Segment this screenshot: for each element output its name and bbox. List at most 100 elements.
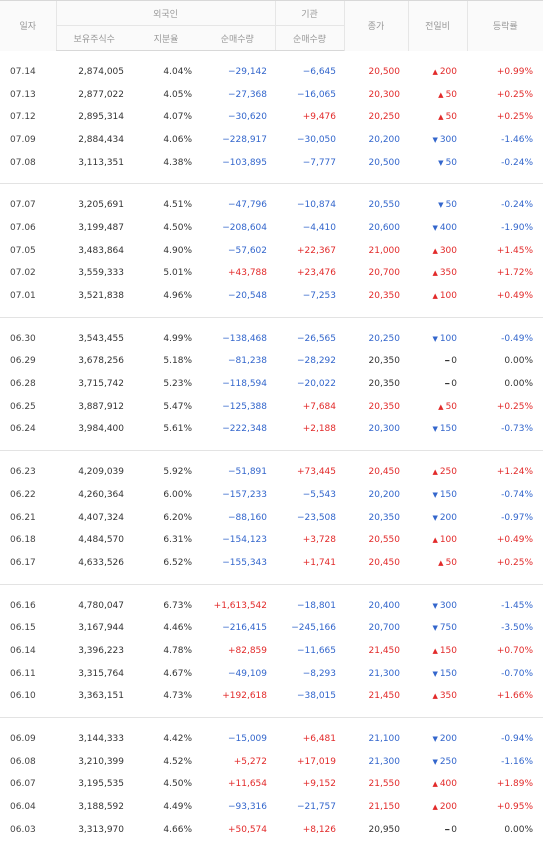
- row-date: 06.22: [0, 484, 56, 507]
- row-share: 5.01%: [132, 262, 200, 285]
- row-inst-net: −21,757: [275, 796, 344, 819]
- up-triangle-icon: ▲: [438, 559, 443, 567]
- row-rate: +1.66%: [467, 685, 543, 708]
- row-rate: -1.90%: [467, 217, 543, 240]
- row-close: 21,000: [344, 239, 408, 262]
- row-diff-value: 50: [446, 558, 457, 568]
- row-date: 07.02: [0, 262, 56, 285]
- row-close: 21,300: [344, 750, 408, 773]
- row-diff-value: 200: [440, 802, 457, 812]
- row-diff: ━0: [408, 350, 467, 373]
- row-inst-net: +7,684: [275, 395, 344, 418]
- row-foreign-net: −103,895: [200, 151, 275, 174]
- row-share: 5.23%: [132, 373, 200, 396]
- row-diff-value: 150: [440, 669, 457, 679]
- row-share: 5.92%: [132, 461, 200, 484]
- row-close: 20,250: [344, 327, 408, 350]
- row-rate: -1.46%: [467, 129, 543, 152]
- row-share: 4.99%: [132, 327, 200, 350]
- up-triangle-icon: ▲: [438, 113, 443, 121]
- row-foreign-net: −88,160: [200, 506, 275, 529]
- row-inst-net: −26,565: [275, 327, 344, 350]
- row-inst-net: +23,476: [275, 262, 344, 285]
- row-diff: ▼300: [408, 594, 467, 617]
- row-diff: ▲50: [408, 106, 467, 129]
- row-diff-value: 750: [440, 623, 457, 633]
- row-close: 20,200: [344, 484, 408, 507]
- row-date: 07.06: [0, 217, 56, 240]
- row-date: 06.17: [0, 552, 56, 575]
- row-inst-net: −6,645: [275, 61, 344, 84]
- row-close: 20,350: [344, 373, 408, 396]
- row-diff: ━0: [408, 373, 467, 396]
- row-share: 4.04%: [132, 61, 200, 84]
- row-share: 4.46%: [132, 617, 200, 640]
- row-diff: ▼100: [408, 327, 467, 350]
- row-diff-value: 200: [440, 734, 457, 744]
- row-share: 6.52%: [132, 552, 200, 575]
- row-inst-net: −20,022: [275, 373, 344, 396]
- row-close: 20,700: [344, 617, 408, 640]
- row-foreign-net: −155,343: [200, 552, 275, 575]
- row-date: 06.29: [0, 350, 56, 373]
- row-holdings: 3,715,742: [56, 373, 132, 396]
- row-share: 6.00%: [132, 484, 200, 507]
- row-diff: ▼200: [408, 728, 467, 751]
- row-close: 20,250: [344, 106, 408, 129]
- row-inst-net: −28,292: [275, 350, 344, 373]
- row-foreign-net: −157,233: [200, 484, 275, 507]
- row-close: 20,400: [344, 594, 408, 617]
- row-diff-value: 0: [451, 825, 457, 835]
- row-holdings: 3,195,535: [56, 773, 132, 796]
- row-rate: -1.45%: [467, 594, 543, 617]
- row-diff-value: 0: [451, 356, 457, 366]
- row-diff-value: 100: [440, 334, 457, 344]
- row-rate: -0.97%: [467, 506, 543, 529]
- row-inst-net: −245,166: [275, 617, 344, 640]
- row-share: 4.50%: [132, 217, 200, 240]
- row-close: 21,100: [344, 728, 408, 751]
- row-share: 6.20%: [132, 506, 200, 529]
- row-date: 06.18: [0, 529, 56, 552]
- row-rate: -0.94%: [467, 728, 543, 751]
- row-diff-value: 50: [446, 200, 457, 210]
- header-holdings: 보유주식수: [56, 26, 132, 51]
- row-holdings: 3,543,455: [56, 327, 132, 350]
- flat-dash-icon: ━: [445, 380, 449, 388]
- row-diff-value: 150: [440, 490, 457, 500]
- row-inst-net: +3,728: [275, 529, 344, 552]
- row-foreign-net: −228,917: [200, 129, 275, 152]
- row-diff: ▲300: [408, 239, 467, 262]
- row-holdings: 3,144,333: [56, 728, 132, 751]
- row-close: 20,300: [344, 83, 408, 106]
- down-triangle-icon: ▼: [432, 670, 437, 678]
- row-rate: +0.49%: [467, 285, 543, 308]
- row-diff: ▼150: [408, 418, 467, 441]
- row-share: 5.61%: [132, 418, 200, 441]
- row-inst-net: −11,665: [275, 640, 344, 663]
- row-diff: ▲350: [408, 685, 467, 708]
- row-inst-net: +1,741: [275, 552, 344, 575]
- down-triangle-icon: ▼: [432, 136, 437, 144]
- row-close: 20,350: [344, 395, 408, 418]
- row-close: 20,300: [344, 418, 408, 441]
- row-foreign-net: −138,468: [200, 327, 275, 350]
- up-triangle-icon: ▲: [432, 269, 437, 277]
- row-close: 20,450: [344, 552, 408, 575]
- row-diff-value: 100: [440, 291, 457, 301]
- row-diff: ▼300: [408, 129, 467, 152]
- row-inst-net: +2,188: [275, 418, 344, 441]
- row-diff: ▼150: [408, 662, 467, 685]
- up-triangle-icon: ▲: [432, 68, 437, 76]
- row-diff-value: 50: [446, 158, 457, 168]
